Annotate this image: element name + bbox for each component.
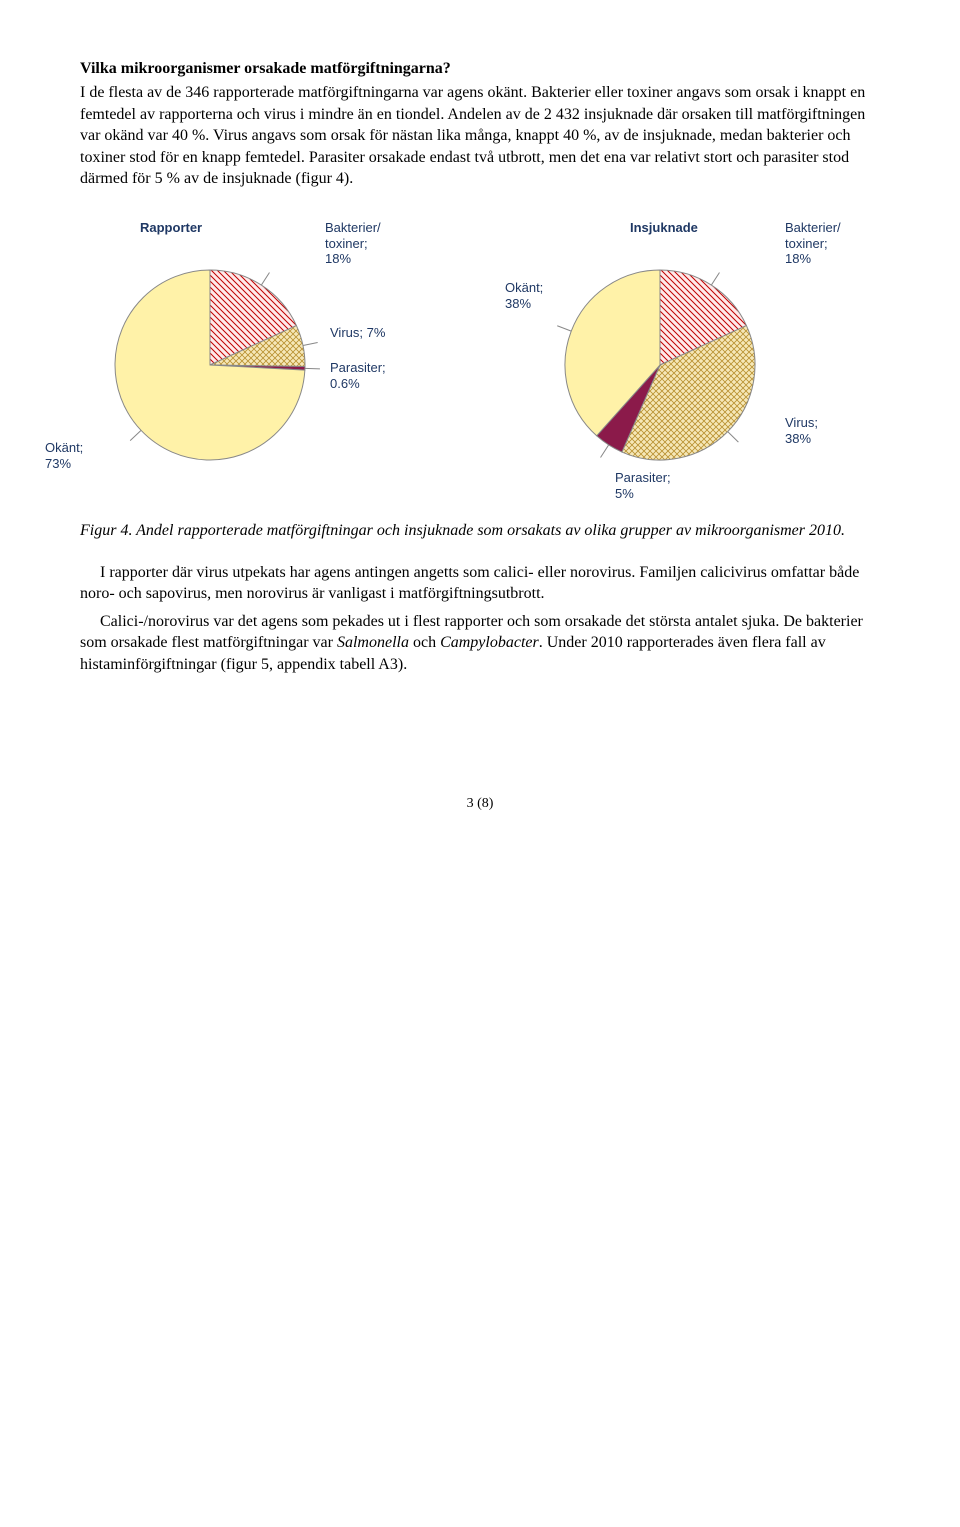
pie-chart-insjuknade: InsjuknadeBakterier/toxiner;18%Virus;38%… [510,220,880,480]
p2b-italic-1: Salmonella [337,634,409,651]
section-heading: Vilka mikroorganismer orsakade matförgif… [80,60,880,78]
pie-chart-rapporter: RapporterBakterier/toxiner;18%Virus; 7%P… [80,220,450,480]
page-number: 3 (8) [80,796,880,812]
figure-4-caption: Figur 4. Andel rapporterade matförgiftni… [80,520,880,542]
paragraph-1: I de flesta av de 346 rapporterade matfö… [80,82,880,190]
paragraph-2a: I rapporter där virus utpekats har agens… [80,562,880,605]
p2b-mid: och [409,634,440,651]
figure-4: RapporterBakterier/toxiner;18%Virus; 7%P… [80,220,880,480]
p2b-italic-2: Campylobacter [440,634,539,651]
paragraph-2b: Calici-/norovirus var det agens som peka… [80,611,880,676]
